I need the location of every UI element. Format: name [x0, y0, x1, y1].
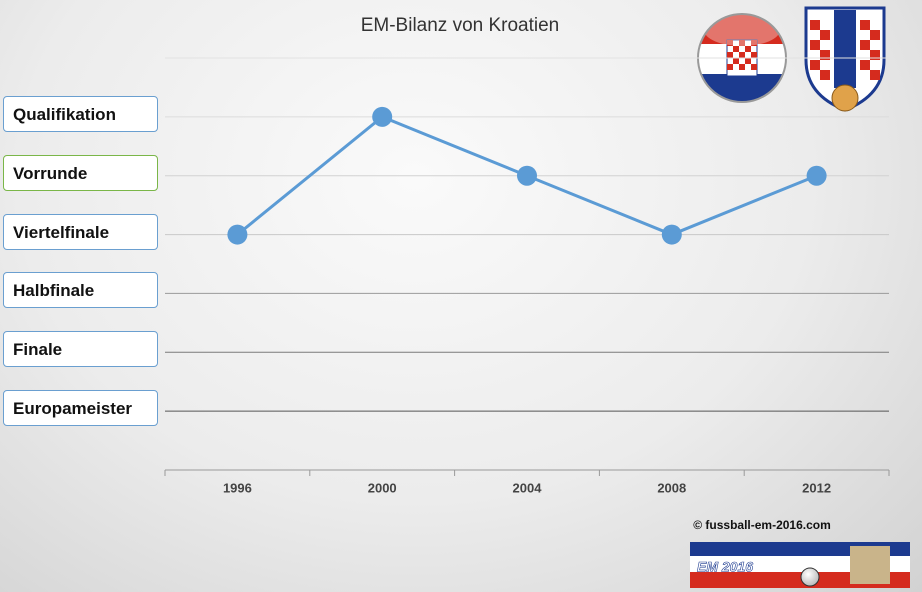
x-tick-label: 1996: [223, 480, 252, 495]
point: [661, 224, 682, 245]
x-tick-label: 2000: [368, 480, 397, 495]
y-tick-label: Vorrunde: [3, 154, 158, 191]
point: [227, 224, 248, 245]
x-tick-label: 2012: [802, 480, 831, 495]
logo-banner: EM 2016: [690, 542, 910, 588]
y-tick-label: Qualifikation: [3, 95, 158, 132]
point: [806, 165, 827, 186]
chart-title: EM-Bilanz von Kroatien: [361, 15, 560, 36]
crest: [804, 6, 886, 112]
credit: © fussball-em-2016.com: [693, 518, 831, 532]
logo-text: EM 2016: [697, 559, 753, 575]
x-tick-label: 2008: [657, 480, 686, 495]
point: [372, 106, 393, 127]
x-tick-label: 2004: [513, 480, 543, 495]
y-tick-label: Europameister: [3, 390, 158, 427]
y-tick-label: Viertelfinale: [3, 213, 158, 250]
y-tick-label: Finale: [3, 331, 158, 368]
point: [517, 165, 537, 186]
y-tick-label: Halbfinale: [3, 272, 158, 309]
